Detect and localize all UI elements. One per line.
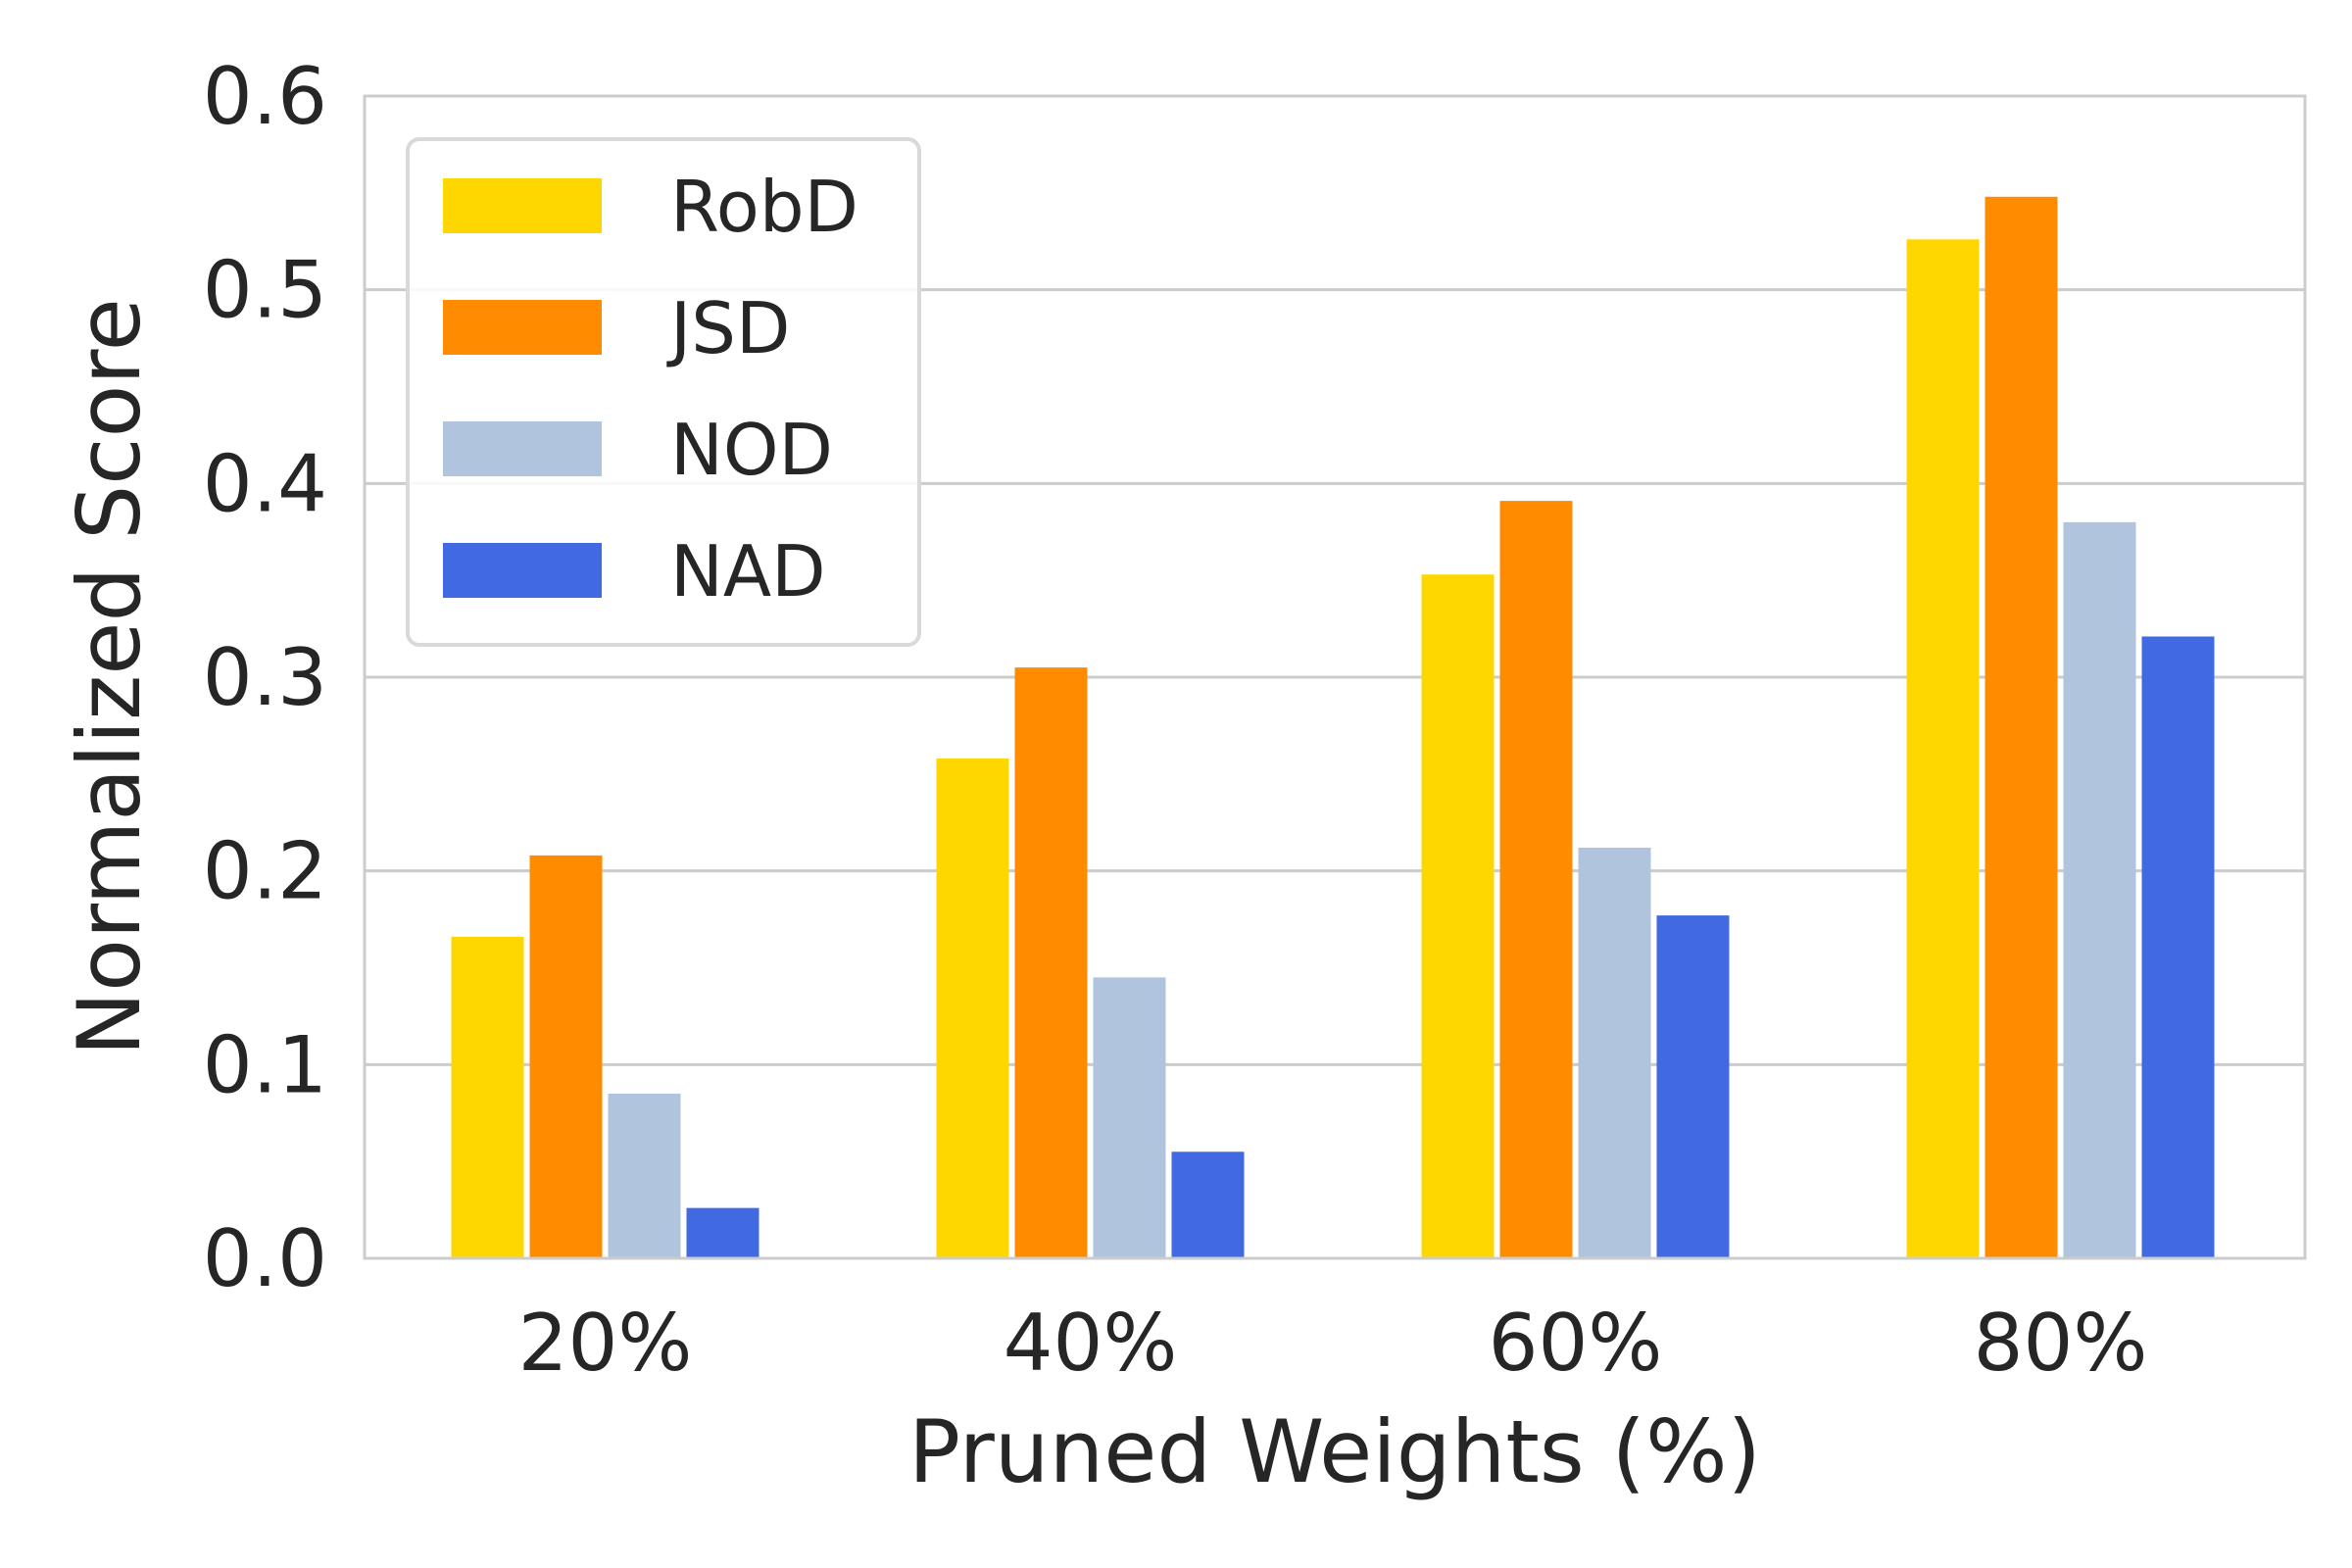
legend-swatch-nod (443, 421, 602, 476)
y-tick-label: 0.5 (203, 245, 327, 336)
y-tick-label: 0.4 (203, 438, 327, 529)
bar-robd-20pct (451, 936, 524, 1258)
bar-jsd-20pct (529, 855, 603, 1258)
bar-jsd-40pct (1014, 667, 1088, 1258)
bar-nad-80pct (2141, 636, 2215, 1258)
bar-jsd-60pct (1499, 501, 1573, 1259)
bar-robd-40pct (936, 759, 1009, 1258)
bar-nod-60pct (1578, 847, 1651, 1258)
plot-frame (363, 94, 2307, 1260)
bar-nod-40pct (1093, 977, 1166, 1258)
bar-nad-40pct (1171, 1152, 1245, 1258)
y-tick-label: 0.1 (203, 1019, 327, 1110)
legend-label-nad: NAD (670, 530, 826, 612)
x-tick-labels: 20% 40% 60% 80% (518, 1298, 2148, 1389)
legend-swatch-jsd (443, 300, 602, 355)
x-tick-label: 80% (1974, 1298, 2148, 1389)
y-axis-title: Normalized Score (59, 298, 160, 1055)
bars (451, 196, 2215, 1259)
bar-robd-80pct (1906, 239, 1980, 1259)
x-tick-label: 60% (1489, 1298, 1663, 1389)
x-tick-label: 20% (518, 1298, 693, 1389)
y-tick-label: 0.3 (203, 632, 327, 723)
bar-jsd-80pct (1984, 196, 2058, 1259)
y-tick-label: 0.2 (203, 826, 327, 917)
legend-swatch-nad (443, 543, 602, 598)
bar-nod-20pct (608, 1093, 681, 1258)
y-tick-label: 0.0 (203, 1213, 327, 1304)
bar-robd-60pct (1421, 574, 1494, 1258)
y-tick-label: 0.6 (203, 51, 327, 142)
x-tick-label: 40% (1004, 1298, 1178, 1389)
legend-label-jsd: JSD (666, 287, 790, 369)
x-axis-title: Pruned Weights (%) (908, 1401, 1761, 1502)
legend-label-nod: NOD (670, 409, 833, 491)
legend-swatch-robd (443, 178, 602, 233)
bar-nod-80pct (2063, 521, 2136, 1258)
bar-nad-60pct (1656, 915, 1730, 1258)
bar-nad-20pct (686, 1207, 760, 1258)
legend-box (406, 137, 921, 647)
legend-label-robd: RobD (670, 166, 858, 248)
y-tick-labels: 0.0 0.1 0.2 0.3 0.4 0.5 0.6 (203, 51, 327, 1304)
legend: RobD JSD NOD NAD (406, 137, 921, 647)
